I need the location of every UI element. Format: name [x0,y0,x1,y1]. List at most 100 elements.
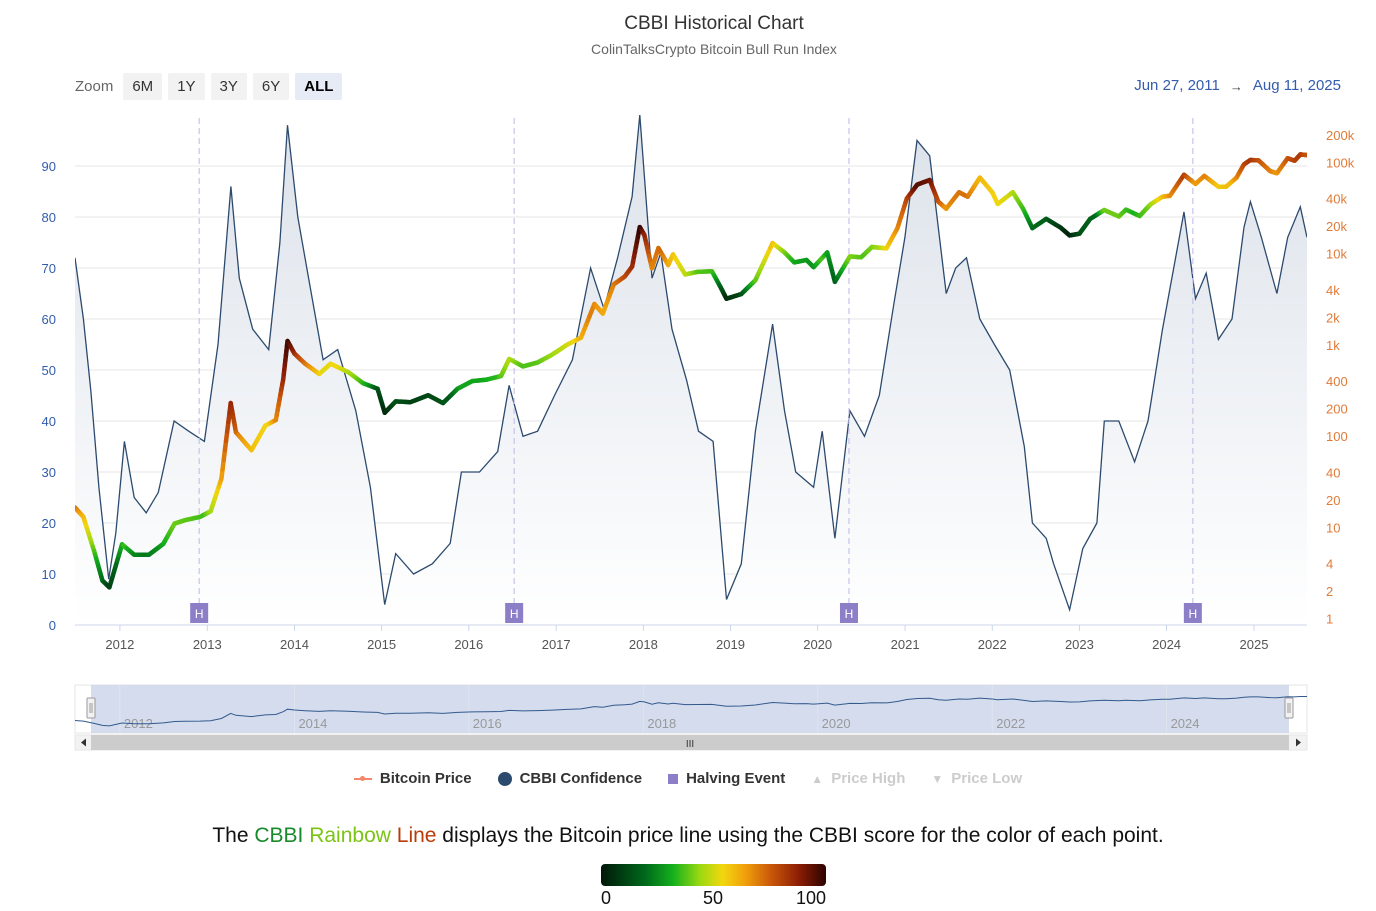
date-range: Jun 27, 2011 → Aug 11, 2025 [1134,77,1341,94]
scroll-left-icon[interactable] [81,738,86,747]
y-left-tick-label: 40 [42,414,56,429]
range-to-input[interactable]: Aug 11, 2025 [1252,77,1341,94]
y-left-tick-label: 0 [49,618,56,633]
halving-marker-label: H [1189,607,1198,621]
legend-bitcoin-price[interactable]: Bitcoin Price [353,770,472,787]
zoom-6m-button[interactable]: 6M [123,73,163,100]
x-tick-label: 2014 [280,637,309,652]
x-tick-label: 2025 [1240,637,1269,652]
y-right-tick-label: 100k [1326,155,1355,170]
halving-marker [839,603,858,623]
price-layer [75,152,1307,590]
scroll-right-icon[interactable] [1296,738,1301,747]
x-tick-label: 2021 [891,637,920,652]
x-tick-label: 2022 [978,637,1007,652]
x-tick-label: 2017 [542,637,571,652]
axes: 0 10 20 30 40 50 60 70 80 90 1 2 4 10 20 40 100 200 400 1k 2… [42,128,1355,652]
scale-label-0: 0 [601,888,612,908]
y-right-tick-label: 10 [1326,520,1340,535]
y-left-tick-label: 10 [42,567,56,582]
y-right-tick-label: 100 [1326,429,1348,444]
square-icon [668,773,679,784]
y-right-tick-label: 4 [1326,557,1333,572]
x-tick-label: 2015 [367,637,396,652]
triangle-up-icon: ▲ [811,771,824,786]
chart-subtitle: ColinTalksCrypto Bitcoin Bull Run Index [591,41,837,57]
x-tick-label: 2016 [454,637,483,652]
y-right-tick-label: 40k [1326,192,1347,207]
triangle-down-icon: ▼ [931,771,944,786]
y-right-tick-label: 200k [1326,128,1355,143]
color-scale-bar [601,864,826,886]
cbbi-chart: CBBI Historical Chart ColinTalksCrypto B… [42,13,1355,751]
legend-label: CBBI Confidence [519,770,643,787]
circle-icon [497,771,512,786]
y-right-tick-label: 2 [1326,584,1333,599]
y-left-tick-label: 80 [42,210,56,225]
scale-label-100: 100 [796,888,827,908]
x-tick-label: 2019 [716,637,745,652]
caption-text: The [212,824,255,847]
halving-marker-label: H [845,607,854,621]
legend-price-high[interactable]: ▲ Price High [811,770,905,787]
navigator-label: 2018 [647,716,676,731]
y-right-tick-label: 10k [1326,247,1347,262]
y-left-tick-label: 90 [42,159,56,174]
range-from-input[interactable]: Jun 27, 2011 [1134,77,1220,94]
chart-title: CBBI Historical Chart [624,13,804,34]
legend: Bitcoin Price CBBI Confidence Halving Ev… [0,770,1376,787]
navigator-label: 2022 [996,716,1025,731]
legend-halving-event[interactable]: Halving Event [668,770,785,787]
cbbi-area [75,115,1307,625]
caption-line: Line [396,824,437,847]
rainbow-caption: The CBBI Rainbow Line displays the Bitco… [0,824,1376,848]
y-right-tick-label: 1k [1326,338,1340,353]
navigator-series [74,696,1307,727]
navigator-label: 2016 [473,716,502,731]
y-left-tick-label: 70 [42,261,56,276]
scrollbar-thumb[interactable] [91,735,1289,750]
zoom-1y-button[interactable]: 1Y [168,73,205,100]
cbbi-area-fill [75,115,1307,625]
x-tick-label: 2012 [105,637,134,652]
y-left-tick-label: 60 [42,312,56,327]
halving-marker-label: H [510,607,519,621]
y-right-tick-label: 1 [1326,612,1333,627]
legend-cbbi-confidence[interactable]: CBBI Confidence [497,770,643,787]
halving-marker [1183,603,1202,623]
legend-label: Bitcoin Price [379,770,472,787]
navigator-handle[interactable] [1284,697,1294,719]
caption-rainbow: Rainbow [309,824,391,847]
x-tick-label: 2018 [629,637,658,652]
y-left-tick-label: 50 [42,363,56,378]
y-right-tick-label: 400 [1326,374,1348,389]
y-right-tick-label: 20 [1326,493,1340,508]
legend-label: Price High [831,770,906,787]
y-right-tick-label: 2k [1326,310,1340,325]
zoom-label: Zoom [75,78,114,95]
navigator-handle[interactable] [86,697,96,719]
zoom-3y-button[interactable]: 3Y [210,73,247,100]
y-left-tick-label: 20 [42,516,56,531]
legend-label: Halving Event [686,770,786,787]
x-tick-label: 2013 [193,637,222,652]
zoom-6y-button[interactable]: 6Y [252,73,290,100]
y-right-tick-label: 200 [1326,402,1348,417]
scrollbar-grip-icon: III [686,739,694,750]
cbbi-confidence-line [75,115,1307,613]
halving-marker [190,603,209,623]
legend-label: Price Low [951,770,1023,787]
scale-label-50: 50 [703,888,724,908]
y-right-tick-label: 40 [1326,465,1340,480]
zoom-all-button[interactable]: ALL [295,73,343,100]
caption-text: displays the Bitcoin price line using th… [436,824,1164,847]
halving-marker [505,603,524,623]
navigator-selection [91,685,1289,733]
legend-price-low[interactable]: ▼ Price Low [931,770,1022,787]
y-right-tick-label: 4k [1326,283,1340,298]
x-tick-label: 2024 [1152,637,1181,652]
halving-marker-label: H [195,607,204,621]
navigator-label: 2020 [822,716,851,731]
